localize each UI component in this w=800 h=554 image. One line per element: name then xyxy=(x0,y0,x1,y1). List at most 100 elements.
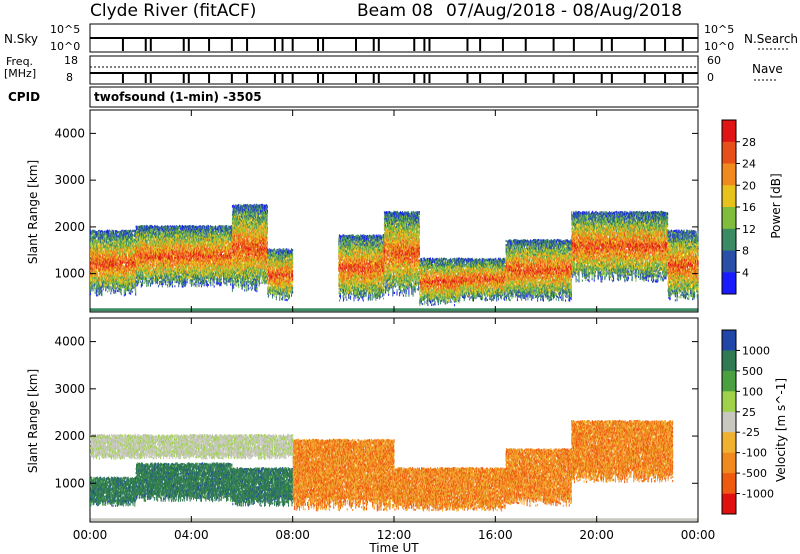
data-cell xyxy=(113,267,115,270)
data-cell xyxy=(100,283,102,286)
data-cell xyxy=(112,241,114,244)
data-cell xyxy=(172,252,174,255)
data-cell xyxy=(95,273,97,276)
data-cell xyxy=(178,285,180,288)
data-cell xyxy=(92,259,94,262)
power-cells xyxy=(90,203,699,312)
data-cell xyxy=(138,281,140,284)
data-cell xyxy=(97,233,99,236)
data-cell xyxy=(155,254,157,257)
data-cell xyxy=(112,234,114,237)
data-cell xyxy=(101,277,103,280)
cpid-value: twofsound (1-min) -3505 xyxy=(94,90,262,104)
data-cell xyxy=(113,253,115,256)
data-cell xyxy=(117,252,119,255)
data-cell xyxy=(114,286,116,289)
data-cell xyxy=(168,238,170,241)
data-cell xyxy=(108,287,110,290)
data-cell xyxy=(146,279,148,282)
data-cell xyxy=(106,268,108,271)
data-cell xyxy=(151,248,153,251)
data-cell xyxy=(102,254,104,257)
data-cell xyxy=(95,264,97,267)
data-cell xyxy=(101,230,103,233)
data-cell xyxy=(106,290,108,293)
data-cell xyxy=(129,287,131,290)
data-cell xyxy=(92,263,94,266)
data-cell xyxy=(111,249,113,252)
data-cell xyxy=(101,271,103,274)
data-cell xyxy=(91,268,93,271)
data-cell xyxy=(168,274,170,277)
data-cell xyxy=(143,279,145,282)
data-cell xyxy=(163,257,165,260)
data-cell xyxy=(145,237,147,240)
nsearch-bottom-tick: 10^0 xyxy=(704,40,734,53)
data-cell xyxy=(182,231,184,234)
data-cell xyxy=(98,238,100,241)
data-cell xyxy=(114,255,116,258)
data-cell xyxy=(92,289,94,292)
data-cell xyxy=(95,262,97,265)
date-range: 07/Aug/2018 - 08/Aug/2018 xyxy=(446,1,682,21)
data-cell xyxy=(94,270,96,273)
data-cell xyxy=(94,285,96,288)
data-cell xyxy=(167,281,169,284)
data-cell xyxy=(98,243,100,246)
data-cell xyxy=(90,242,92,245)
data-cell xyxy=(104,240,106,243)
data-cell xyxy=(90,289,92,292)
data-cell xyxy=(108,241,110,244)
data-cell xyxy=(117,269,119,272)
data-cell xyxy=(136,230,138,233)
data-cell xyxy=(112,286,114,289)
data-cell xyxy=(117,233,119,236)
data-cell xyxy=(109,269,111,272)
data-cell xyxy=(141,282,143,285)
nave-top-tick: 60 xyxy=(707,54,721,67)
data-cell xyxy=(117,256,119,259)
data-cell xyxy=(141,229,143,232)
data-cell xyxy=(99,236,101,239)
data-cell xyxy=(106,277,108,280)
data-cell xyxy=(145,258,147,261)
nsky-label: N.Sky xyxy=(4,32,38,46)
data-cell xyxy=(98,286,100,289)
data-cell xyxy=(130,292,132,295)
data-cell xyxy=(185,283,187,286)
data-cell xyxy=(115,266,117,269)
data-cell xyxy=(161,285,163,288)
data-cell xyxy=(136,265,138,268)
data-cell xyxy=(134,234,136,237)
data-cell xyxy=(157,278,159,281)
freq-strip-marks xyxy=(90,66,698,83)
data-cell xyxy=(100,244,102,247)
data-cell xyxy=(103,264,105,267)
data-cell xyxy=(162,228,164,231)
data-cell xyxy=(102,277,104,280)
data-cell xyxy=(165,281,167,284)
data-cell xyxy=(96,294,98,297)
data-cell xyxy=(172,267,174,270)
data-cell xyxy=(143,277,145,280)
data-cell xyxy=(136,269,138,272)
data-cell xyxy=(109,229,111,232)
data-cell xyxy=(145,248,147,251)
data-cell xyxy=(114,263,116,266)
data-cell xyxy=(160,234,162,237)
data-cell xyxy=(141,248,143,251)
data-cell xyxy=(179,278,181,281)
data-cell xyxy=(106,246,108,249)
data-cell xyxy=(173,261,175,264)
data-cell xyxy=(102,273,104,276)
data-cell xyxy=(108,277,110,280)
data-cell xyxy=(137,225,139,228)
data-cell xyxy=(132,253,134,256)
data-cell xyxy=(99,256,101,259)
data-cell xyxy=(160,276,162,279)
data-cell xyxy=(107,236,109,239)
data-cell xyxy=(160,280,162,283)
data-cell xyxy=(170,280,172,283)
data-cell xyxy=(115,285,117,288)
data-cell xyxy=(125,293,127,296)
